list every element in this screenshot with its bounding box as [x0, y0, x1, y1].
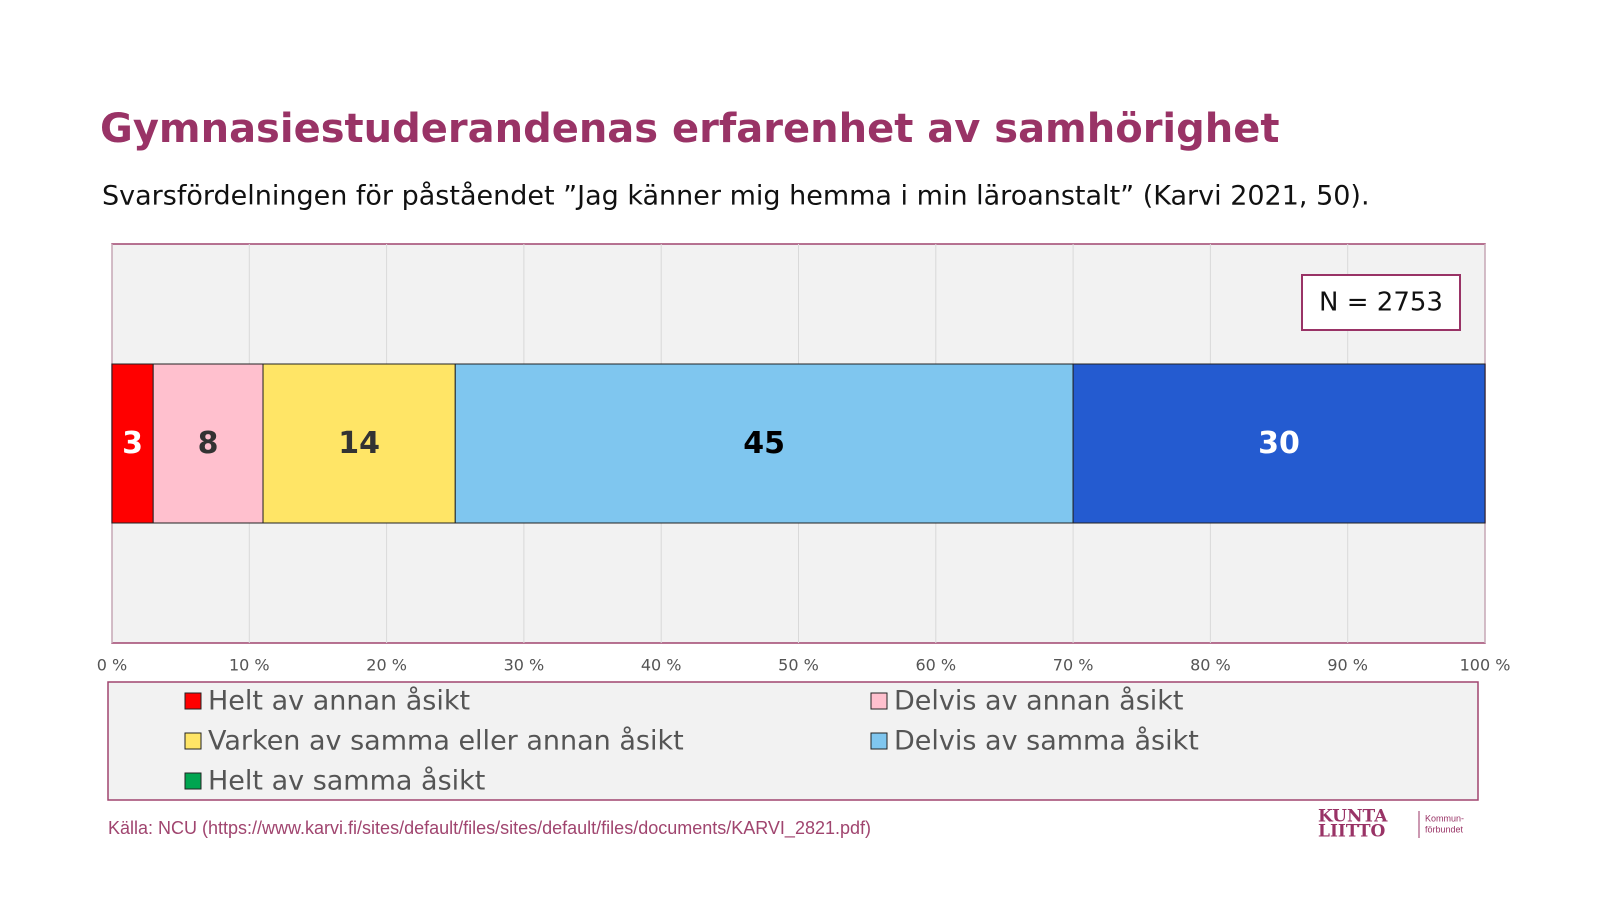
legend-swatch — [184, 772, 202, 790]
legend — [107, 681, 1479, 801]
bar-segment — [111, 363, 154, 524]
value-label: 30 — [1258, 426, 1300, 461]
x-tick-label: 90 % — [1327, 656, 1368, 675]
x-tick-label: 10 % — [229, 656, 270, 675]
legend-label: Helt av annan åsikt — [208, 686, 470, 717]
x-tick-label: 40 % — [641, 656, 682, 675]
x-tick-label: 50 % — [778, 656, 819, 675]
logo: KUNTA LIITTO Kommun- förbundet — [1318, 807, 1464, 842]
x-tick-label: 0 % — [97, 656, 127, 675]
legend-label: Delvis av samma åsikt — [894, 726, 1199, 757]
legend-swatch — [184, 732, 202, 750]
bar-segment — [262, 363, 456, 524]
legend-label: Delvis av annan åsikt — [894, 686, 1184, 717]
legend-label: Varken av samma eller annan åsikt — [208, 726, 684, 757]
legend-swatch — [184, 692, 202, 710]
legend-swatch — [870, 732, 888, 750]
bar-segment — [1072, 363, 1486, 524]
annotation-box — [1301, 274, 1461, 331]
x-tick-label: 70 % — [1053, 656, 1094, 675]
value-label: 3 — [122, 426, 143, 461]
value-label: 8 — [198, 426, 219, 461]
logo-text: LIITTO — [1318, 822, 1386, 842]
x-tick-label: 100 % — [1460, 656, 1511, 675]
x-tick-label: 60 % — [915, 656, 956, 675]
logo-text: KUNTA — [1318, 807, 1388, 827]
x-tick-label: 30 % — [504, 656, 545, 675]
legend-swatch — [870, 692, 888, 710]
x-tick-label: 80 % — [1190, 656, 1231, 675]
logo-tagline: Kommun- — [1425, 813, 1464, 823]
chart-subtitle: Svarsfördelningen för påståendet ”Jag kä… — [102, 181, 1370, 212]
value-label: 45 — [743, 426, 785, 461]
value-label: 14 — [338, 426, 380, 461]
source: Källa: NCU (https://www.karvi.fi/sites/d… — [108, 818, 871, 839]
x-tick-label: 20 % — [366, 656, 407, 675]
legend-label: Helt av samma åsikt — [208, 766, 485, 797]
bar-segment — [454, 363, 1074, 524]
chart-title: Gymnasiestuderandenas erfarenhet av samh… — [100, 106, 1280, 152]
logo-tagline: förbundet — [1425, 824, 1464, 834]
annotation: N = 2753 — [1319, 288, 1443, 318]
bar-segment — [152, 363, 264, 524]
